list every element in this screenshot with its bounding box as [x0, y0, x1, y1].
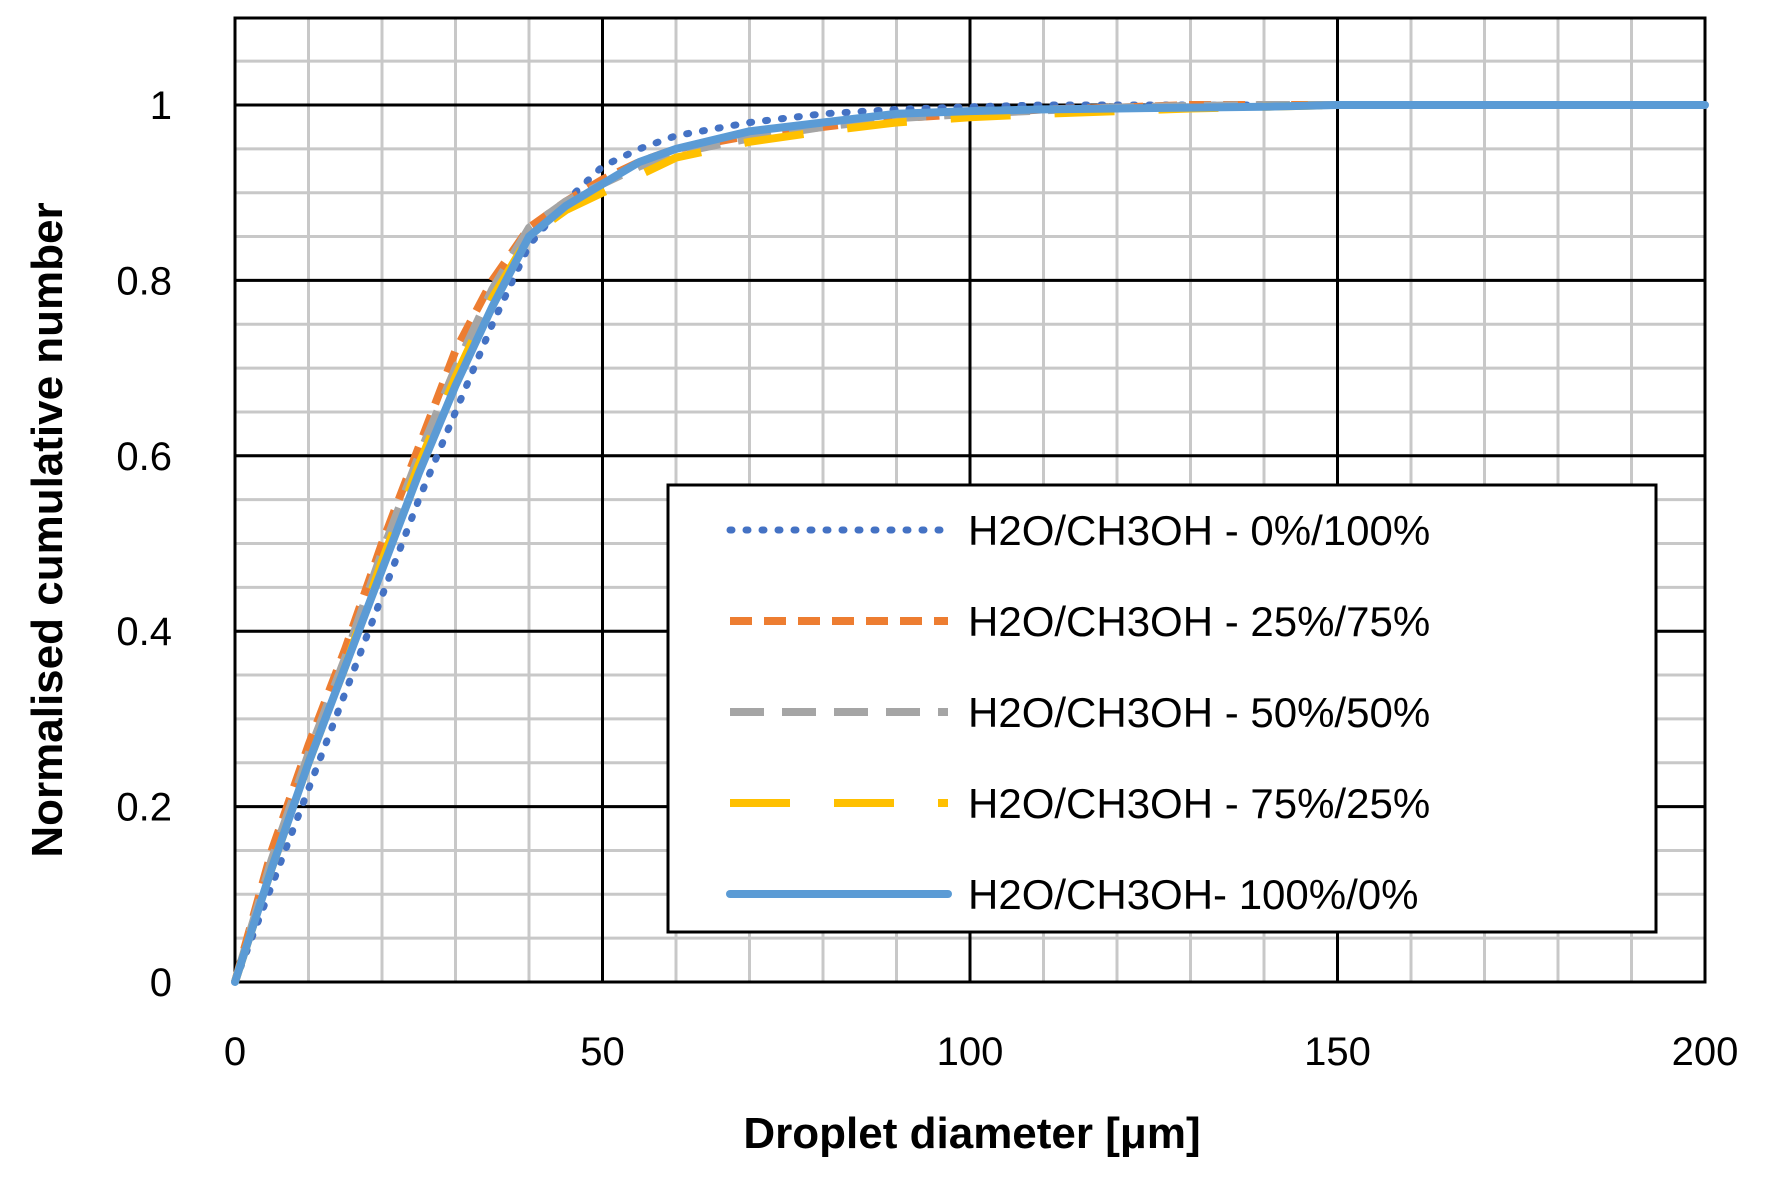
y-tick-label: 1 — [150, 84, 172, 128]
x-axis-title: Droplet diameter [μm] — [743, 1109, 1200, 1158]
plot-area-frame — [233, 16, 1707, 984]
legend-label-4: H2O/CH3OH - 75%/25% — [968, 780, 1430, 827]
legend: H2O/CH3OH - 0%/100% H2O/CH3OH - 25%/75% H2… — [666, 483, 1658, 934]
legend-label-2: H2O/CH3OH - 25%/75% — [968, 598, 1430, 645]
series-line-5 — [231, 101, 1709, 986]
y-tick-label: 0.6 — [116, 435, 172, 479]
legend-label-1: H2O/CH3OH - 0%/100% — [968, 507, 1430, 554]
y-tick-label: 0.2 — [116, 786, 172, 830]
x-tick-label: 200 — [1672, 1030, 1739, 1074]
series-line-1 — [231, 101, 1709, 986]
x-tick-label: 50 — [580, 1030, 625, 1074]
legend-label-3: H2O/CH3OH - 50%/50% — [968, 689, 1430, 736]
x-tick-label: 0 — [224, 1030, 246, 1074]
y-tick-label: 0.4 — [116, 610, 172, 654]
y-axis-title: Normalised cumulative number — [23, 202, 72, 857]
series-layer — [231, 101, 1709, 986]
x-axis-tick-labels: 0 50 100 150 200 — [224, 1030, 1739, 1074]
y-tick-label: 0 — [150, 961, 172, 1005]
y-axis-tick-labels: 0 0.2 0.4 0.6 0.8 1 — [116, 84, 172, 1005]
x-tick-label: 150 — [1304, 1030, 1371, 1074]
legend-label-5: H2O/CH3OH- 100%/0% — [968, 871, 1419, 918]
plot-border — [233, 16, 1707, 984]
legend-box — [666, 483, 1658, 934]
y-tick-label: 0.8 — [116, 259, 172, 303]
x-tick-label: 100 — [937, 1030, 1004, 1074]
